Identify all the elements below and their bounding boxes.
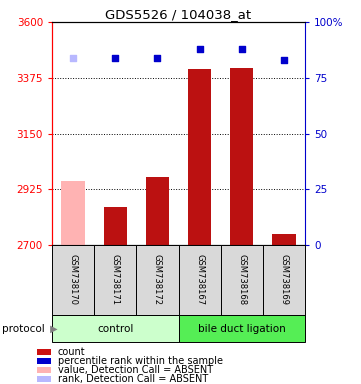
Bar	[146, 177, 169, 245]
Text: rank, Detection Call = ABSENT: rank, Detection Call = ABSENT	[58, 374, 208, 384]
Text: bile duct ligation: bile duct ligation	[198, 323, 286, 333]
Point	[281, 57, 287, 63]
Bar	[178, 315, 305, 342]
Bar	[38, 376, 51, 382]
Bar	[272, 234, 296, 245]
Bar	[52, 315, 178, 342]
Bar	[263, 245, 305, 315]
Text: GSM738168: GSM738168	[237, 255, 246, 306]
Point	[155, 55, 160, 61]
Point	[197, 46, 203, 52]
Title: GDS5526 / 104038_at: GDS5526 / 104038_at	[105, 8, 252, 21]
Point	[239, 46, 245, 52]
Bar	[221, 245, 263, 315]
Text: control: control	[97, 323, 134, 333]
Text: GSM738169: GSM738169	[279, 255, 288, 306]
Text: count: count	[58, 347, 86, 357]
Text: GSM738167: GSM738167	[195, 255, 204, 306]
Bar	[188, 69, 211, 245]
Text: ▶: ▶	[47, 323, 57, 333]
Bar	[94, 245, 136, 315]
Text: percentile rank within the sample: percentile rank within the sample	[58, 356, 223, 366]
Bar	[178, 245, 221, 315]
Bar	[52, 245, 94, 315]
Point	[70, 55, 76, 61]
Bar	[38, 367, 51, 373]
Bar	[136, 245, 178, 315]
Bar	[230, 68, 253, 245]
Bar	[104, 207, 127, 245]
Text: protocol: protocol	[2, 323, 45, 333]
Text: value, Detection Call = ABSENT: value, Detection Call = ABSENT	[58, 365, 213, 375]
Text: GSM738172: GSM738172	[153, 255, 162, 306]
Bar	[38, 349, 51, 354]
Bar	[38, 358, 51, 364]
Text: GSM738170: GSM738170	[69, 255, 78, 306]
Point	[112, 55, 118, 61]
Text: GSM738171: GSM738171	[111, 255, 120, 306]
Bar	[61, 180, 85, 245]
